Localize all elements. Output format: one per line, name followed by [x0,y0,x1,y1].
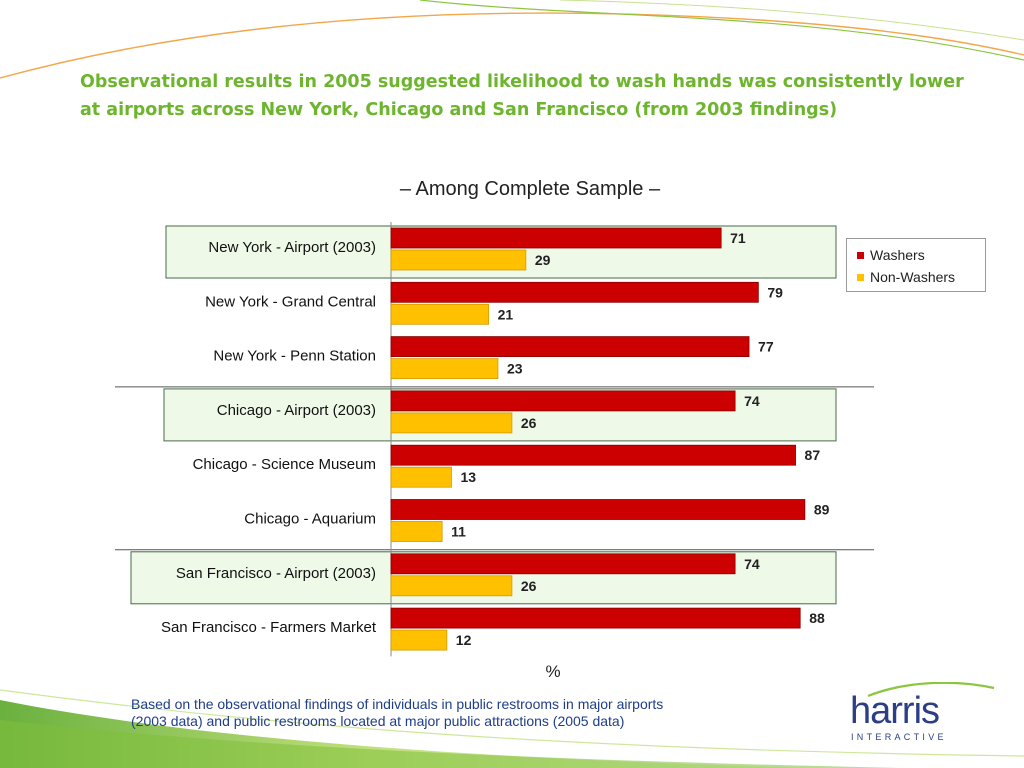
data-label-washers-2: 77 [758,339,774,355]
bar-non-washers-5 [390,521,443,542]
decorative-swoosh-bottom [0,689,1024,768]
bar-washers-0 [390,227,722,249]
legend-label-non-washers: Non-Washers [870,269,956,285]
footnote-line-1: Based on the observational findings of i… [131,696,664,712]
bar-non-washers-0 [390,249,527,271]
footnote-line-2: (2003 data) and public restrooms located… [131,713,625,729]
category-label-7: San Francisco - Farmers Market [161,619,377,636]
bar-non-washers-7 [390,629,448,651]
category-label-5: Chicago - Aquarium [244,511,376,528]
bar-washers-3 [390,390,736,412]
logo-wordmark: harris [850,690,940,732]
bar-non-washers-4 [390,466,452,488]
data-label-non-washers-4: 13 [460,469,476,485]
legend-label-washers: Washers [870,247,925,263]
data-label-non-washers-1: 21 [498,306,514,322]
legend-swatch-washers [857,252,864,259]
category-label-0: New York - Airport (2003) [208,239,376,256]
bar-washers-6 [390,553,736,575]
category-label-3: Chicago - Airport (2003) [217,402,376,419]
data-label-non-washers-0: 29 [535,252,551,268]
harris-logo: harris INTERACTIVE [848,682,998,748]
decorative-curves-top [0,0,1024,79]
logo-subtext: INTERACTIVE [851,732,947,742]
bar-non-washers-6 [390,575,513,597]
page-title: Observational results in 2005 suggested … [80,72,964,120]
bar-washers-4 [390,444,796,466]
data-label-washers-0: 71 [730,230,746,246]
bar-non-washers-3 [390,412,513,434]
category-label-6: San Francisco - Airport (2003) [176,565,376,582]
bar-non-washers-2 [390,358,499,380]
data-label-non-washers-2: 23 [507,361,523,377]
data-label-washers-6: 74 [744,556,760,572]
bar-washers-1 [390,281,759,303]
data-label-washers-1: 79 [767,284,783,300]
footnote: Based on the observational findings of i… [131,696,811,730]
legend-item-non-washers: Non-Washers [857,266,985,288]
data-label-washers-3: 74 [744,393,760,409]
data-label-non-washers-7: 12 [456,632,472,648]
bar-washers-2 [390,336,750,358]
category-label-2: New York - Penn Station [213,348,376,365]
data-label-non-washers-3: 26 [521,415,537,431]
legend-swatch-non-washers [857,274,864,281]
chart-subtitle: – Among Complete Sample – [399,178,661,200]
data-label-washers-7: 88 [809,610,825,626]
bar-non-washers-1 [390,303,490,325]
data-label-non-washers-6: 26 [521,578,537,594]
data-label-washers-5: 89 [814,502,830,518]
bar-washers-7 [390,607,801,629]
legend-item-washers: Washers [857,244,985,266]
data-label-washers-4: 87 [805,447,821,463]
x-axis-label: % [545,662,560,681]
chart-legend: Washers Non-Washers [846,238,986,292]
category-label-1: New York - Grand Central [205,293,376,310]
data-label-non-washers-5: 11 [451,524,466,540]
category-label-4: Chicago - Science Museum [193,456,376,473]
logo-swoosh-icon [867,682,995,698]
bar-washers-5 [390,499,806,520]
